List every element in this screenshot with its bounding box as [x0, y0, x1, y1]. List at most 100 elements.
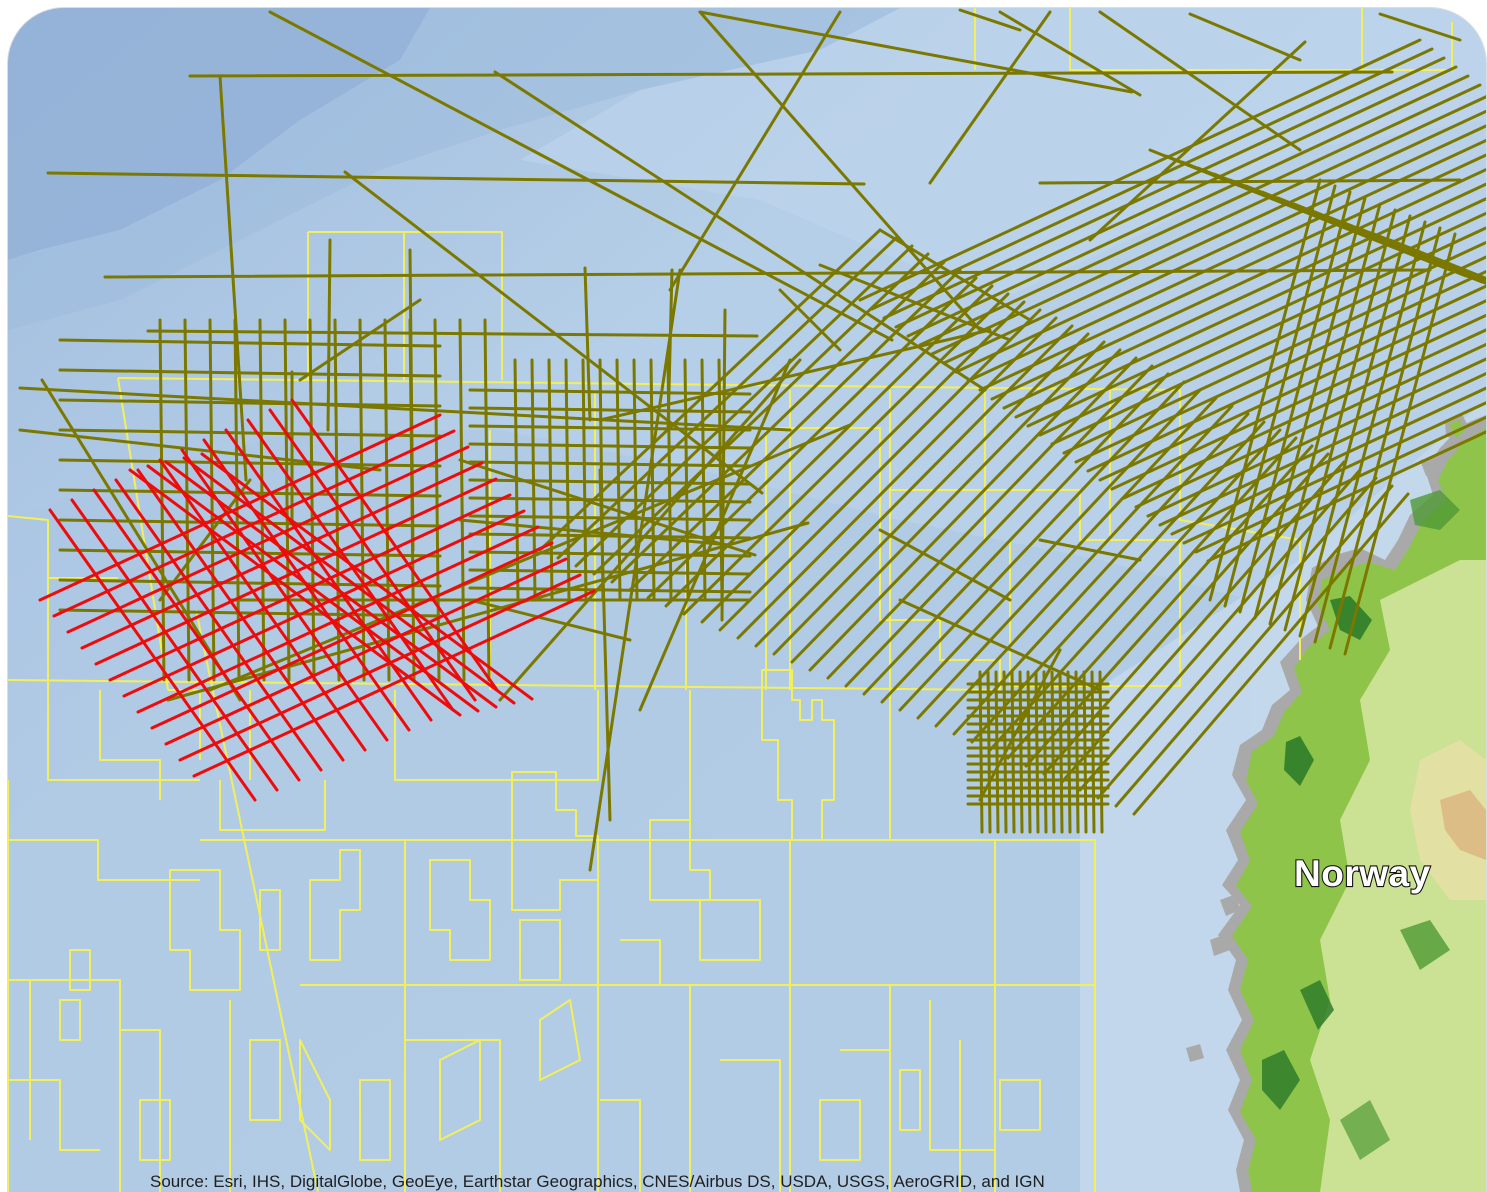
red-line-a-8	[224, 428, 433, 722]
grid-d-v-0	[978, 670, 984, 834]
grid-c-a-27	[1024, 444, 1314, 768]
seismic-lines-olive	[18, 8, 1486, 872]
red-line-b-3	[80, 461, 484, 650]
deep-water-area-2	[8, 8, 900, 330]
grid-b-v-11	[700, 358, 707, 602]
survey-line-20	[40, 378, 242, 702]
red-line-c-3	[182, 456, 516, 705]
red-line-b-9	[164, 557, 568, 746]
grid-c-ext-b-7	[1313, 220, 1427, 644]
grid-d-diag-0	[978, 648, 1062, 802]
red-line-b-6	[122, 509, 526, 698]
grid-c-b-2	[882, 56, 1446, 320]
survey-line-28	[458, 458, 757, 557]
grid-a-h-0	[58, 338, 442, 348]
grid-a-h-9	[58, 608, 442, 618]
grid-c-ext-b-4	[1268, 202, 1382, 626]
grid-c-b-26	[1170, 386, 1486, 536]
grid-a-v-6	[308, 318, 316, 682]
grid-c-ext-b-0	[1208, 178, 1322, 602]
red-line-a-3	[114, 478, 323, 772]
grid-c-ext-b-1	[1223, 184, 1337, 608]
survey-line-17	[998, 10, 1142, 97]
grid-d-v-1	[986, 670, 992, 834]
grid-c-b-11	[990, 167, 1486, 401]
grid-b-extra-3	[408, 248, 415, 552]
red-line-c-4	[200, 452, 534, 701]
red-line-a-11	[290, 398, 499, 692]
norway-landmass	[1186, 414, 1486, 1192]
grid-c-b-10	[978, 153, 1486, 392]
grid-c-a-13	[772, 332, 1090, 656]
survey-line-23	[598, 328, 992, 422]
grid-c-b-8	[954, 124, 1486, 374]
grid-c-b-18	[1074, 269, 1486, 464]
grid-a-h-1	[58, 368, 442, 378]
red-line-a-5	[158, 458, 367, 752]
grid-a-v-12	[458, 318, 466, 682]
grid-b-v-5	[598, 358, 605, 602]
grid-c-ext-b-8	[1328, 226, 1442, 650]
grid-c-b-5	[918, 83, 1482, 347]
survey-line-11	[668, 10, 842, 292]
red-line-b-1	[52, 429, 456, 618]
grid-d-v-2	[994, 670, 1000, 834]
map-canvas[interactable]	[8, 8, 1486, 1192]
grid-c-b-0	[858, 38, 1422, 302]
grid-c-a-33	[1132, 492, 1410, 816]
survey-line-30	[468, 598, 632, 642]
grid-a-v-0	[158, 318, 166, 682]
grid-c-a-17	[844, 364, 1154, 688]
grid-a-h-2	[58, 398, 442, 408]
grid-c-b-14	[1026, 211, 1486, 428]
survey-line-1	[46, 171, 866, 186]
red-line-b-4	[94, 477, 498, 666]
survey-line-8	[928, 10, 1052, 185]
grid-d-v-9	[1050, 670, 1056, 834]
grid-c-a-9	[700, 300, 1026, 624]
grid-a-h-3	[58, 428, 442, 438]
grid-b-h-9	[468, 550, 752, 558]
grid-c-b-3	[894, 65, 1458, 329]
grid-b-v-4	[581, 358, 588, 602]
grid-d-v-12	[1074, 670, 1080, 834]
survey-line-13	[343, 170, 764, 495]
map-attribution: Source: Esri, IHS, DigitalGlobe, GeoEye,…	[150, 1172, 1045, 1191]
grid-b-extra-0	[583, 266, 592, 422]
grid-d-v-8	[1042, 670, 1048, 834]
grid-c-a-1	[556, 236, 898, 560]
map-view[interactable]: Norway	[8, 8, 1486, 1192]
grid-c-b-4	[906, 74, 1470, 338]
grid-c-b-24	[1146, 357, 1486, 518]
grid-c-a-26	[1006, 436, 1298, 760]
grid-c-b-19	[1086, 284, 1486, 473]
grid-d-v-4	[1010, 670, 1016, 834]
grid-c-b-16	[1050, 240, 1486, 446]
grid-c-a-22	[934, 404, 1234, 728]
grid-c-b-17	[1062, 255, 1486, 455]
grid-c-b-29	[1206, 430, 1486, 563]
seismic-lines-highlighted	[38, 398, 596, 802]
grid-c-ext-b-6	[1298, 214, 1412, 638]
grid-d-v-14	[1090, 670, 1096, 834]
grid-d-v-6	[1026, 670, 1032, 834]
survey-line-6	[493, 70, 987, 392]
grid-b-h-2	[468, 424, 752, 432]
grid-b-h-1	[468, 406, 752, 414]
grid-b-h-8	[468, 532, 752, 540]
grid-b-h-3	[468, 442, 752, 450]
country-label-norway: Norway	[1293, 852, 1431, 895]
grid-c-a-15	[808, 348, 1122, 672]
grid-c-b-25	[1158, 371, 1486, 527]
grid-a-v-13	[483, 318, 491, 682]
grid-c-b-21	[1110, 313, 1486, 491]
deep-water-area	[8, 8, 430, 260]
grid-b-h-5	[468, 478, 752, 486]
grid-c-a-10	[718, 308, 1042, 632]
grid-c-a-2	[574, 244, 914, 568]
grid-c-a-21	[916, 396, 1218, 720]
red-line-c-0	[128, 468, 462, 717]
red-line-a-10	[268, 408, 477, 702]
grid-c-ext-b-3	[1253, 196, 1367, 620]
red-line-b-0	[38, 413, 442, 602]
